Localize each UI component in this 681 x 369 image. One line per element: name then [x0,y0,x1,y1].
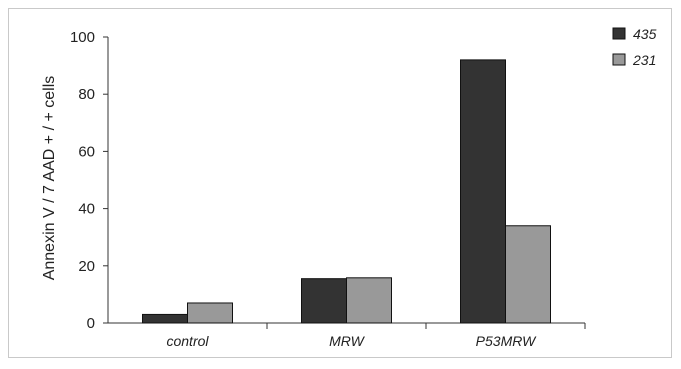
x-category-label: control [166,333,209,349]
bar-231-control [187,302,233,324]
legend-label-231: 231 [632,52,656,68]
bar-435-control [142,313,188,324]
y-tick-label: 0 [87,315,95,332]
bars [142,59,551,324]
legend: 435 231 [612,26,657,68]
x-category-labels: control MRW P53MRW [166,333,537,349]
legend-swatch-231 [612,53,626,66]
legend-label-435: 435 [633,26,657,42]
y-axis-label: Annexin V / 7 AAD + / + cells [41,76,58,281]
y-tick-label: 40 [78,201,95,218]
x-category-label: P53MRW [476,333,537,349]
y-tick-labels: 0 20 40 60 80 100 [70,29,95,332]
x-category-label: MRW [329,333,366,349]
bar-435-P53MRW [460,59,506,324]
y-tick-label: 80 [78,86,95,103]
y-tick-label: 20 [78,258,95,275]
y-tick-label: 100 [70,29,95,46]
legend-swatch-435 [612,27,626,40]
bar-231-P53MRW [505,225,551,324]
y-tick-label: 60 [78,143,95,160]
bar-231-MRW [346,277,392,324]
bar-435-MRW [301,278,347,324]
